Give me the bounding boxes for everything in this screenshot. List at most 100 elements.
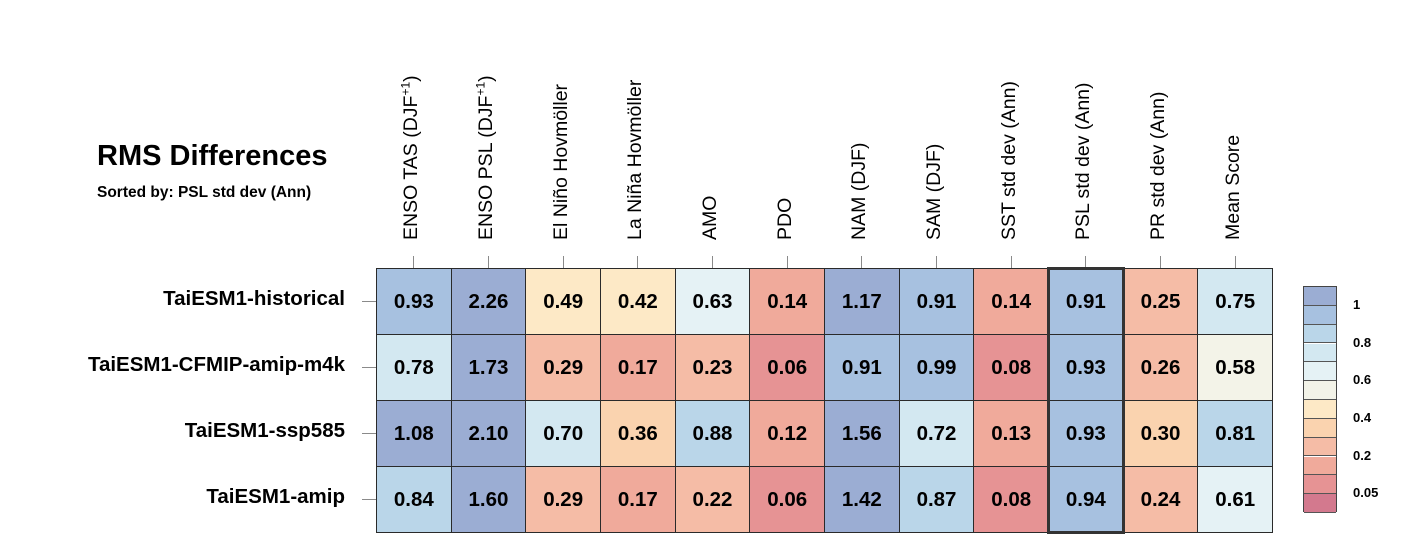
- colorbar: [1303, 286, 1337, 513]
- row-tick: [362, 301, 376, 302]
- heatmap-cell: 0.42: [600, 268, 676, 335]
- heatmap-cell: 0.13: [973, 400, 1050, 467]
- heatmap-cell: 0.99: [898, 334, 975, 401]
- row-label: TaiESM1-ssp585: [184, 419, 345, 442]
- column-label: ENSO TAS (DJF+1): [398, 75, 423, 240]
- colorbar-tick-label: 0.2: [1353, 447, 1372, 463]
- column-tick: [712, 256, 713, 268]
- heatmap-cell: 0.06: [749, 334, 825, 401]
- colorbar-segment: [1304, 437, 1336, 457]
- column-label: SST std dev (Ann): [997, 81, 1020, 240]
- row-label: TaiESM1-amip: [206, 485, 345, 508]
- row-tick: [362, 499, 376, 500]
- heatmap-cell: 0.06: [749, 466, 825, 533]
- heatmap-cell: 0.87: [898, 466, 975, 533]
- column-label: La Niña Hovmöller: [624, 79, 647, 240]
- colorbar-segment: [1304, 381, 1336, 400]
- heatmap-cell: 0.14: [749, 268, 825, 335]
- row-tick: [362, 367, 376, 368]
- colorbar-segment: [1304, 475, 1336, 495]
- heatmap-cell: 0.93: [1048, 334, 1124, 401]
- column-tick: [563, 256, 564, 268]
- column-label: NAM (DJF): [848, 142, 871, 240]
- heatmap-cell: 0.91: [824, 334, 900, 401]
- heatmap-cell: 0.08: [973, 334, 1050, 401]
- heatmap-cell: 0.36: [600, 400, 676, 467]
- colorbar-tick-label: 0.4: [1353, 409, 1372, 425]
- row-label: TaiESM1-CFMIP-amip-m4k: [87, 353, 345, 376]
- heatmap-cell: 0.81: [1197, 400, 1274, 467]
- column-label: Mean Score: [1221, 134, 1244, 240]
- row-label: TaiESM1-historical: [163, 287, 345, 310]
- column-tick: [1085, 256, 1086, 268]
- heatmap-cell: 1.73: [450, 334, 527, 401]
- heatmap-grid: 0.93 2.26 0.49 0.42 0.63 0.14 1.17 0.91 0.14 0.91…: [376, 267, 1274, 534]
- heatmap-cell: 0.24: [1122, 466, 1199, 533]
- heatmap-cell: 2.10: [450, 400, 527, 467]
- heatmap-cell: 0.88: [674, 400, 751, 467]
- heatmap-cell: 0.29: [525, 466, 601, 533]
- heatmap-cell: 0.70: [525, 400, 601, 467]
- heatmap-cell: 0.23: [674, 334, 751, 401]
- colorbar-segment: [1304, 418, 1336, 438]
- heatmap-cell: 1.17: [824, 268, 900, 335]
- column-tick: [413, 256, 414, 268]
- colorbar-tick-label: 0.8: [1353, 334, 1372, 350]
- colorbar-segment: [1304, 362, 1336, 382]
- heatmap-cell: 0.93: [1048, 400, 1124, 467]
- column-tick: [1011, 256, 1012, 268]
- row-tick: [362, 433, 376, 434]
- heatmap-cell: 0.58: [1197, 334, 1274, 401]
- column-label: ENSO PSL (DJF+1): [473, 75, 498, 240]
- heatmap-cell: 0.25: [1122, 268, 1199, 335]
- colorbar-segment: [1304, 456, 1336, 476]
- colorbar-segment: [1304, 343, 1336, 363]
- column-label: PDO: [773, 197, 796, 240]
- heatmap-cell: 0.17: [600, 334, 676, 401]
- chart-subtitle: Sorted by: PSL std dev (Ann): [97, 184, 312, 201]
- colorbar-tick-label: 1: [1353, 296, 1361, 312]
- heatmap-cell: 0.14: [973, 268, 1050, 335]
- heatmap-cell: 2.26: [450, 268, 527, 335]
- heatmap-cell: 0.78: [376, 334, 452, 401]
- heatmap-cell: 0.61: [1197, 466, 1274, 533]
- heatmap-cell: 0.93: [376, 268, 452, 335]
- heatmap-cell: 0.63: [674, 268, 751, 335]
- heatmap-cell: 0.75: [1197, 268, 1274, 335]
- column-tick: [936, 256, 937, 268]
- heatmap-cell: 0.22: [674, 466, 751, 533]
- heatmap-cell: 0.91: [898, 268, 975, 335]
- heatmap-cell: 1.60: [450, 466, 527, 533]
- column-label: PR std dev (Ann): [1147, 91, 1170, 240]
- column-label: El Niño Hovmöller: [549, 83, 572, 240]
- column-label: AMO: [699, 195, 721, 240]
- colorbar-segment: [1304, 400, 1336, 419]
- heatmap-cell: 0.17: [600, 466, 676, 533]
- heatmap-cell: 0.72: [898, 400, 975, 467]
- column-tick: [861, 256, 862, 268]
- column-label: SAM (DJF): [923, 143, 946, 240]
- heatmap-cell: 0.30: [1122, 400, 1199, 467]
- column-tick: [1235, 256, 1236, 268]
- colorbar-segment: [1304, 305, 1336, 325]
- heatmap-cell: 0.84: [376, 466, 452, 533]
- heatmap-cell: 1.08: [376, 400, 452, 467]
- colorbar-tick-label: 0.6: [1353, 372, 1372, 388]
- colorbar-tick-label: 0.05: [1353, 485, 1379, 501]
- heatmap-cell: 0.91: [1048, 268, 1124, 335]
- column-tick: [1160, 256, 1161, 268]
- colorbar-segment: [1304, 494, 1336, 513]
- colorbar-segment: [1304, 324, 1336, 344]
- column-tick: [787, 256, 788, 268]
- heatmap-cell: 1.42: [824, 466, 900, 533]
- chart-title: RMS Differences: [97, 140, 328, 172]
- heatmap-cell: 0.12: [749, 400, 825, 467]
- column-tick: [637, 256, 638, 268]
- colorbar-segment: [1304, 287, 1336, 306]
- heatmap-cell: 1.56: [824, 400, 900, 467]
- column-tick: [488, 256, 489, 268]
- heatmap-cell: 0.94: [1048, 466, 1124, 533]
- heatmap-cell: 0.26: [1122, 334, 1199, 401]
- heatmap-cell: 0.08: [973, 466, 1050, 533]
- heatmap-cell: 0.29: [525, 334, 601, 401]
